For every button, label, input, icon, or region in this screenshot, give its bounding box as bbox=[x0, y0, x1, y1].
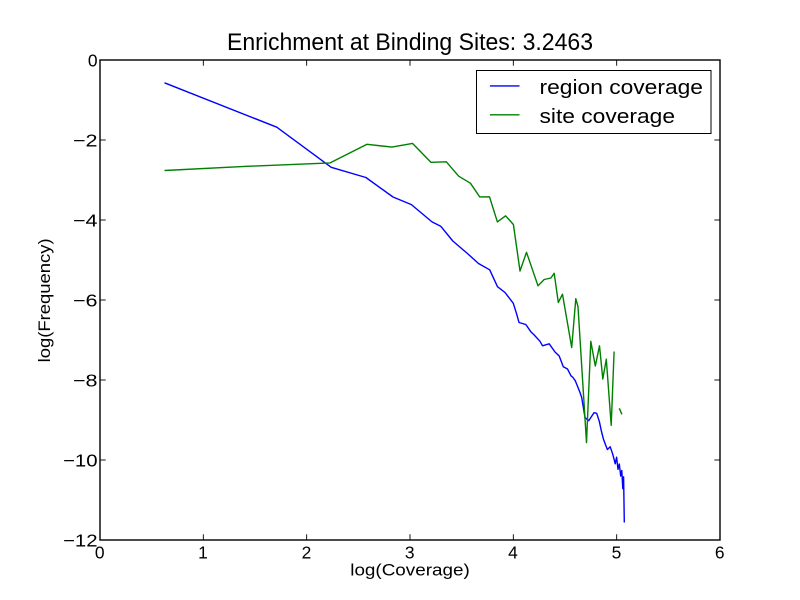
svg-text:0: 0 bbox=[88, 51, 98, 71]
svg-text:log(Frequency): log(Frequency) bbox=[35, 238, 54, 362]
svg-text:site coverage: site coverage bbox=[540, 106, 676, 128]
svg-text:6: 6 bbox=[715, 543, 725, 563]
svg-text:−2: −2 bbox=[73, 131, 98, 151]
svg-text:−8: −8 bbox=[73, 371, 98, 391]
svg-text:2: 2 bbox=[302, 543, 312, 563]
svg-text:region coverage: region coverage bbox=[540, 77, 704, 99]
svg-text:Enrichment at Binding Sites: 3: Enrichment at Binding Sites: 3.2463 bbox=[227, 29, 593, 56]
svg-text:log(Coverage): log(Coverage) bbox=[350, 561, 470, 580]
svg-text:−6: −6 bbox=[73, 291, 98, 311]
svg-text:3: 3 bbox=[405, 543, 415, 563]
svg-text:1: 1 bbox=[198, 543, 208, 563]
svg-text:5: 5 bbox=[612, 543, 622, 563]
svg-text:−12: −12 bbox=[63, 531, 98, 551]
svg-text:−10: −10 bbox=[63, 451, 98, 471]
svg-text:4: 4 bbox=[508, 543, 518, 563]
svg-text:0: 0 bbox=[95, 543, 105, 563]
svg-text:−4: −4 bbox=[73, 211, 98, 231]
